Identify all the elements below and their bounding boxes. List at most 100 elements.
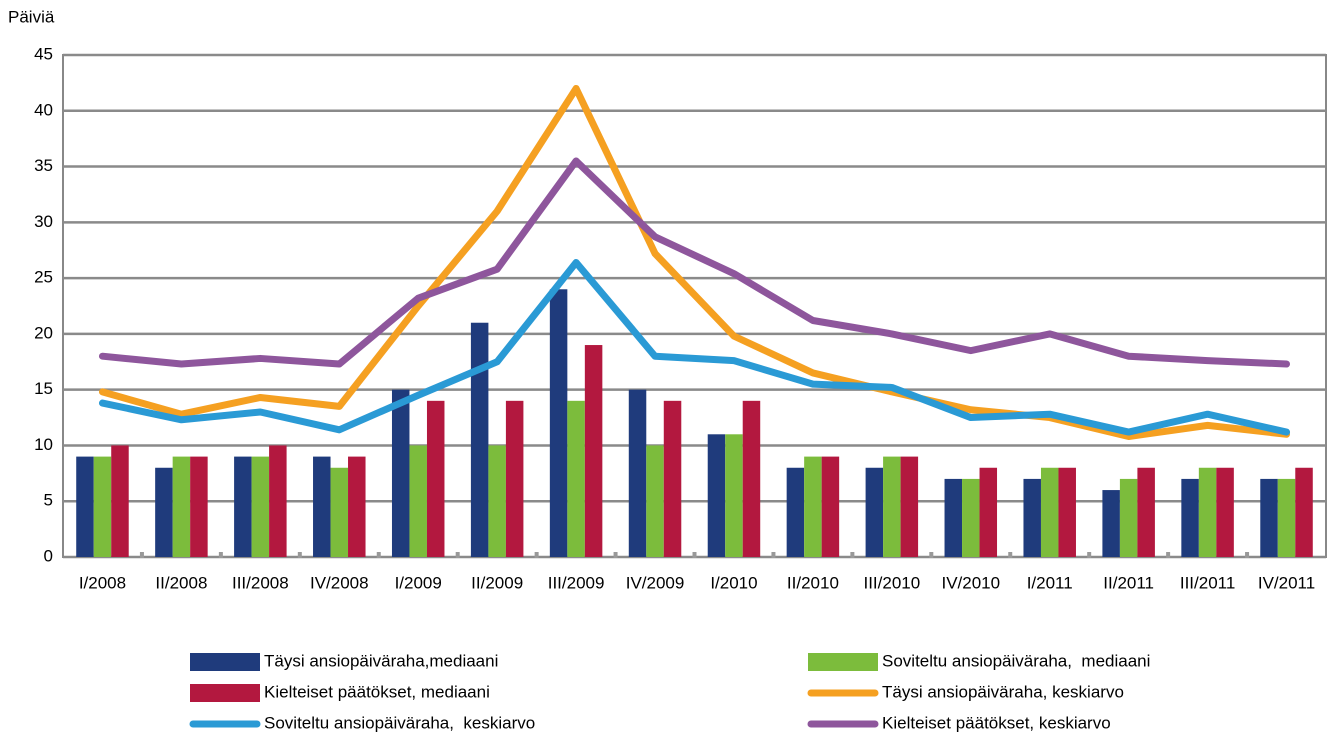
bar xyxy=(76,456,94,557)
bar xyxy=(786,467,805,557)
bar xyxy=(1040,467,1059,557)
x-tick-mark xyxy=(218,552,223,558)
x-tick-label: II/2009 xyxy=(471,573,523,592)
legend-label: Täysi ansiopäiväraha,mediaani xyxy=(264,651,498,670)
bar xyxy=(313,456,331,557)
y-tick-label: 35 xyxy=(34,156,53,175)
x-tick-label: IV/2009 xyxy=(626,573,685,592)
bar xyxy=(1119,478,1138,557)
bar xyxy=(505,400,524,557)
bar xyxy=(1216,467,1234,557)
bar xyxy=(409,445,427,557)
x-tick-mark xyxy=(376,552,381,558)
legend-label: Soviteltu ansiopäiväraha, keskiarvo xyxy=(264,713,535,732)
x-tick-mark xyxy=(455,552,460,558)
bar xyxy=(1058,467,1076,557)
bar xyxy=(804,456,822,557)
x-tick-label: II/2011 xyxy=(1103,573,1154,592)
y-tick-label: 45 xyxy=(34,44,53,63)
y-tick-label: 0 xyxy=(44,546,53,565)
y-tick-label: 30 xyxy=(34,212,53,231)
x-tick-label: IV/2008 xyxy=(310,573,369,592)
bar xyxy=(707,434,726,557)
x-tick-label: IV/2011 xyxy=(1258,573,1315,592)
bar xyxy=(1295,467,1313,557)
x-tick-mark xyxy=(1166,552,1171,558)
bar xyxy=(663,400,682,557)
x-tick-label: III/2010 xyxy=(863,573,920,592)
legend-label: Kielteiset päätökset, keskiarvo xyxy=(882,713,1111,732)
x-tick-mark xyxy=(613,552,618,558)
bar xyxy=(172,456,191,557)
x-tick-mark xyxy=(850,552,855,558)
y-tick-label: 10 xyxy=(34,435,53,454)
bar xyxy=(900,456,919,557)
bar xyxy=(269,445,287,557)
bar xyxy=(742,400,761,557)
bar xyxy=(93,456,112,557)
x-tick-label: III/2009 xyxy=(548,573,605,592)
legend-label: Soviteltu ansiopäiväraha, mediaani xyxy=(882,651,1150,670)
bar xyxy=(567,400,585,557)
bar xyxy=(628,389,647,557)
bar xyxy=(488,445,506,557)
bar xyxy=(330,467,349,557)
x-tick-label: I/2009 xyxy=(395,573,442,592)
y-tick-label: 5 xyxy=(44,491,53,510)
x-tick-label: IV/2010 xyxy=(941,573,1000,592)
legend-swatch xyxy=(190,684,260,702)
bar xyxy=(962,478,980,557)
x-tick-mark xyxy=(1008,552,1013,558)
bar xyxy=(725,434,743,557)
bar xyxy=(865,467,884,557)
bar xyxy=(251,456,270,557)
x-tick-mark xyxy=(692,552,697,558)
bar xyxy=(646,445,664,557)
y-tick-label: 40 xyxy=(34,100,53,119)
bar xyxy=(234,456,252,557)
bar xyxy=(111,445,129,557)
bar xyxy=(549,289,568,557)
bar xyxy=(944,478,963,557)
y-tick-label: 15 xyxy=(34,379,53,398)
x-tick-label: I/2011 xyxy=(1027,573,1073,592)
y-tick-label: 25 xyxy=(34,268,53,287)
bar xyxy=(190,456,208,557)
bar xyxy=(391,389,410,557)
x-tick-mark xyxy=(139,552,144,558)
x-tick-label: I/2010 xyxy=(710,573,757,592)
line-series xyxy=(98,84,1291,441)
x-tick-label: III/2011 xyxy=(1180,573,1235,592)
bar xyxy=(979,467,998,557)
bar xyxy=(426,400,445,557)
legend-swatch xyxy=(808,653,878,671)
bar xyxy=(1181,478,1199,557)
legend-label: Täysi ansiopäiväraha, keskiarvo xyxy=(882,682,1124,701)
x-tick-mark xyxy=(534,552,539,558)
bar xyxy=(470,322,489,557)
bar xyxy=(584,345,603,557)
bar xyxy=(155,467,173,557)
bar xyxy=(1260,478,1278,557)
bar xyxy=(1023,478,1041,557)
legend-label: Kielteiset päätökset, mediaani xyxy=(264,682,490,701)
line-series xyxy=(98,258,1291,436)
x-tick-mark xyxy=(929,552,934,558)
x-tick-label: I/2008 xyxy=(79,573,126,592)
x-tick-label: II/2008 xyxy=(155,573,207,592)
bar xyxy=(1137,467,1155,557)
bar xyxy=(821,456,840,557)
legend-swatch xyxy=(190,653,260,671)
x-tick-mark xyxy=(1245,552,1250,558)
y-tick-label: 20 xyxy=(34,323,53,342)
x-tick-mark xyxy=(297,552,302,558)
bar xyxy=(883,456,901,557)
bar xyxy=(1277,478,1296,557)
x-tick-mark xyxy=(1087,552,1092,558)
x-tick-label: II/2010 xyxy=(787,573,839,592)
bar xyxy=(1198,467,1217,557)
bar xyxy=(1102,490,1120,557)
line-series xyxy=(98,157,1291,368)
bar xyxy=(348,456,366,557)
